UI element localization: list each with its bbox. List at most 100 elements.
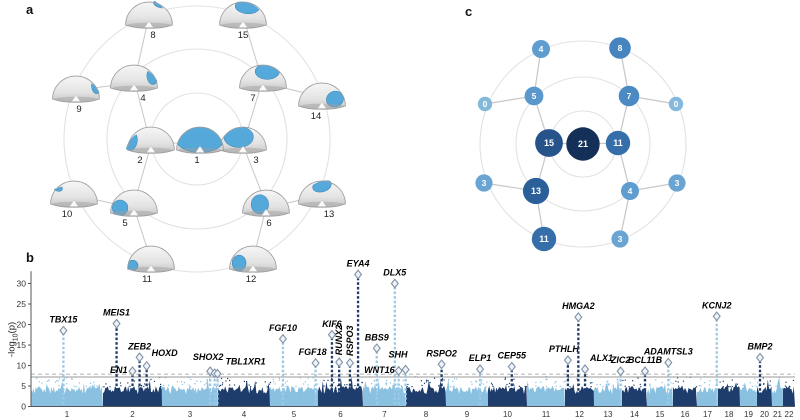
node-count: 0 <box>674 99 679 109</box>
peak-diamond <box>664 357 673 368</box>
node-circle <box>609 37 631 59</box>
chromosome-label: 16 <box>681 410 690 419</box>
node-circle <box>668 174 686 192</box>
chromosome-label: 22 <box>785 410 794 419</box>
chromosome-3-points <box>162 377 218 407</box>
gene-label: RSPO3 <box>345 326 355 357</box>
node-circle <box>605 130 631 156</box>
chromosome-1-points <box>31 381 103 407</box>
peak-diamond <box>390 278 399 289</box>
node-count: 4 <box>628 186 633 196</box>
segment-number: 15 <box>238 30 249 41</box>
loci-node-11: 3 <box>475 174 493 192</box>
peak-diamond <box>580 364 590 375</box>
node-circle <box>566 127 600 161</box>
loci-node-13: 11 <box>531 226 557 252</box>
gwas-peak-FGF18: FGF18 <box>299 347 327 405</box>
chromosome-label: 2 <box>130 410 135 419</box>
segment-number: 11 <box>142 274 152 285</box>
node-circle <box>475 174 493 192</box>
vault-segment-1 <box>176 126 224 154</box>
gene-label: FGF10 <box>269 323 297 333</box>
peak-diamond <box>353 269 363 280</box>
gene-label: FGF18 <box>299 347 327 357</box>
gene-label: HOXD <box>152 348 179 358</box>
vault-segment-15 <box>219 0 267 29</box>
segment-number: 2 <box>137 155 142 166</box>
gwas-peak-KCNJ2: KCNJ2 <box>702 300 731 405</box>
loci-node-9: 0 <box>477 96 493 112</box>
gene-label: TBX15 <box>49 315 78 325</box>
node-count: 8 <box>618 43 623 53</box>
chromosome-9-points <box>446 378 488 407</box>
peak-diamond <box>563 355 573 366</box>
gene-label: ADAMTSL3 <box>643 347 693 357</box>
peak-diamond <box>507 361 516 372</box>
gwas-peak-BBS9: BBS9 <box>365 332 389 405</box>
segment-number: 7 <box>250 93 255 104</box>
chromosome-label: 1 <box>65 410 70 419</box>
network-ring <box>515 76 651 212</box>
chromosome-label: 19 <box>744 410 753 419</box>
panel-b-label: b <box>26 250 34 265</box>
gwas-peak-RSPO2: RSPO2 <box>426 348 457 405</box>
gene-label: PTHLH <box>549 344 579 354</box>
y-tick-label: 25 <box>17 299 27 309</box>
highlighted-region <box>231 254 247 271</box>
vault-segment-2 <box>125 126 175 154</box>
chromosome-11-points <box>527 380 565 407</box>
node-circle <box>531 226 557 252</box>
gwas-peak-HMGA2: HMGA2 <box>562 301 595 405</box>
node-count: 3 <box>482 178 487 188</box>
chromosome-label: 8 <box>424 410 429 419</box>
chromosome-14-points <box>622 386 647 407</box>
gene-label: ELP1 <box>469 353 492 363</box>
chromosome-12-points <box>565 383 594 407</box>
peak-diamond <box>128 366 137 377</box>
node-circle <box>611 230 629 248</box>
node-count: 7 <box>627 91 632 101</box>
chromosome-label: 4 <box>242 410 247 419</box>
loci-node-14: 3 <box>611 230 629 248</box>
chromosome-17-points <box>697 387 718 407</box>
gwas-peak-FGF10: FGF10 <box>269 323 297 405</box>
gene-label: ZIC2 <box>610 355 631 365</box>
segment-number: 1 <box>194 155 199 166</box>
node-count: 21 <box>578 139 588 149</box>
vault-segment-3 <box>219 126 267 154</box>
vault-segment-4 <box>110 64 158 92</box>
y-tick-label: 10 <box>17 361 27 371</box>
gene-label: SHOX2 <box>193 352 224 362</box>
chromosome-19-points <box>740 382 757 407</box>
peak-diamond <box>327 329 337 340</box>
gwas-peak-ADAMTSL3: ADAMTSL3 <box>643 347 693 405</box>
loci-node-6: 4 <box>621 182 639 200</box>
gwas-peak-BCL11B: BCL11B <box>628 355 663 405</box>
vault-segment-12 <box>229 245 277 273</box>
loci-node-4: 7 <box>618 85 640 107</box>
node-circle <box>524 86 544 106</box>
segment-number: 9 <box>76 104 81 115</box>
gwas-peak-TBX15: TBX15 <box>49 315 78 405</box>
node-count: 11 <box>539 234 549 244</box>
loci-node-10: 0 <box>668 96 684 112</box>
y-tick-label: 20 <box>17 320 27 330</box>
chromosome-label: 10 <box>503 410 512 419</box>
network-ring <box>479 40 687 248</box>
vault-segment-13 <box>298 179 346 208</box>
loci-node-3: 5 <box>524 86 544 106</box>
gene-label: MEIS1 <box>103 308 130 318</box>
hierarchy-ring <box>63 5 331 273</box>
segment-number: 4 <box>140 93 145 104</box>
segment-number: 10 <box>62 209 73 220</box>
gene-label: HMGA2 <box>562 301 595 311</box>
peak-diamond <box>755 352 765 363</box>
gwas-peak-CEP55: CEP55 <box>498 351 527 405</box>
peak-diamond <box>335 357 344 368</box>
chromosome-13-points <box>594 377 622 407</box>
node-count: 4 <box>539 44 544 54</box>
chromosome-label: 14 <box>630 410 639 419</box>
y-tick-label: 5 <box>21 381 26 391</box>
segment-number: 14 <box>311 111 322 122</box>
